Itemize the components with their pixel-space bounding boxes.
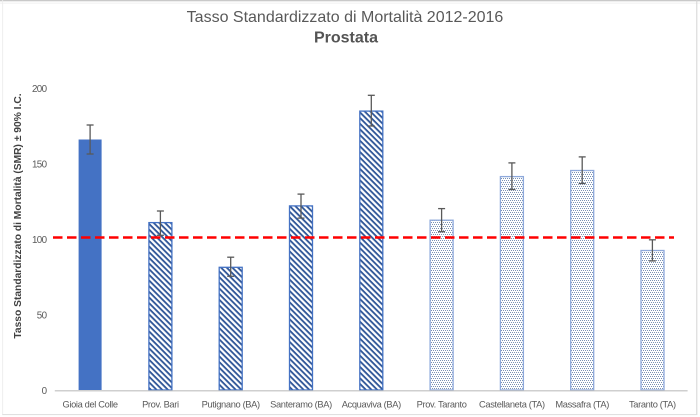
svg-text:Tasso Standardizzato di Mortal: Tasso Standardizzato di Mortalità 2012-2… [187, 9, 504, 26]
svg-text:Acquaviva (BA): Acquaviva (BA) [342, 400, 401, 410]
svg-text:Prov. Bari: Prov. Bari [142, 400, 179, 410]
svg-text:Putignano (BA): Putignano (BA) [202, 400, 260, 410]
svg-text:50: 50 [37, 310, 48, 321]
svg-text:Santeramo (BA): Santeramo (BA) [270, 400, 332, 410]
svg-text:Castellaneta (TA): Castellaneta (TA) [479, 400, 545, 410]
svg-text:200: 200 [32, 84, 48, 95]
svg-text:Prostata: Prostata [314, 30, 378, 47]
svg-text:100: 100 [32, 235, 48, 246]
svg-text:Massafra (TA): Massafra (TA) [555, 400, 609, 410]
svg-text:Gioia del Colle: Gioia del Colle [62, 400, 117, 410]
svg-text:Prov. Taranto: Prov. Taranto [417, 400, 467, 410]
svg-text:Tasso Standardizzato di Mortal: Tasso Standardizzato di Mortalità (SMR) … [13, 93, 24, 338]
svg-text:150: 150 [32, 159, 48, 170]
svg-text:Taranto (TA): Taranto (TA) [629, 400, 676, 410]
svg-text:0: 0 [42, 386, 48, 397]
